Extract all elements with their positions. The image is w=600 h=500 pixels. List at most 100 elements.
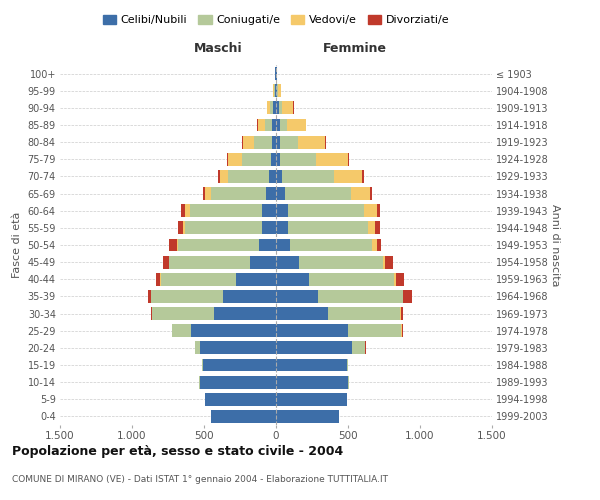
- Bar: [262, 204, 276, 217]
- Bar: [271, 153, 276, 166]
- Bar: [211, 187, 266, 200]
- Bar: [214, 307, 276, 320]
- Bar: [277, 84, 278, 97]
- Bar: [377, 238, 381, 252]
- Bar: [316, 153, 348, 166]
- Bar: [318, 290, 403, 303]
- Bar: [287, 118, 305, 132]
- Bar: [334, 170, 362, 183]
- Bar: [377, 204, 380, 217]
- Bar: [276, 290, 318, 303]
- Bar: [276, 376, 348, 388]
- Bar: [298, 136, 325, 148]
- Bar: [200, 376, 276, 388]
- Bar: [227, 153, 228, 166]
- Bar: [293, 102, 294, 114]
- Bar: [199, 376, 200, 388]
- Bar: [364, 204, 377, 217]
- Bar: [243, 136, 254, 148]
- Bar: [190, 204, 262, 217]
- Bar: [279, 102, 282, 114]
- Bar: [266, 102, 268, 114]
- Bar: [169, 256, 250, 268]
- Bar: [280, 153, 316, 166]
- Bar: [276, 256, 299, 268]
- Bar: [228, 153, 242, 166]
- Bar: [205, 187, 211, 200]
- Bar: [395, 273, 404, 285]
- Bar: [402, 324, 403, 337]
- Bar: [152, 307, 214, 320]
- Bar: [242, 153, 271, 166]
- Bar: [258, 118, 265, 132]
- Text: Femmine: Femmine: [323, 42, 387, 54]
- Bar: [236, 273, 276, 285]
- Bar: [273, 102, 276, 114]
- Bar: [287, 204, 364, 217]
- Bar: [223, 290, 276, 303]
- Bar: [305, 118, 306, 132]
- Bar: [242, 136, 243, 148]
- Bar: [273, 84, 274, 97]
- Bar: [268, 102, 270, 114]
- Bar: [169, 238, 176, 252]
- Bar: [280, 118, 287, 132]
- Bar: [191, 324, 276, 337]
- Bar: [151, 290, 223, 303]
- Bar: [376, 222, 380, 234]
- Bar: [156, 273, 160, 285]
- Bar: [280, 136, 298, 148]
- Bar: [348, 324, 401, 337]
- Bar: [220, 170, 229, 183]
- Bar: [266, 187, 276, 200]
- Bar: [276, 307, 328, 320]
- Bar: [259, 238, 276, 252]
- Bar: [365, 342, 366, 354]
- Bar: [299, 256, 383, 268]
- Bar: [196, 342, 200, 354]
- Bar: [276, 393, 347, 406]
- Bar: [276, 204, 287, 217]
- Bar: [284, 187, 351, 200]
- Bar: [276, 358, 347, 372]
- Bar: [265, 118, 272, 132]
- Bar: [276, 222, 287, 234]
- Bar: [351, 187, 370, 200]
- Bar: [401, 307, 403, 320]
- Bar: [203, 187, 205, 200]
- Bar: [385, 256, 392, 268]
- Bar: [282, 102, 293, 114]
- Text: Maschi: Maschi: [194, 42, 243, 54]
- Bar: [275, 67, 276, 80]
- Text: Popolazione per età, sesso e stato civile - 2004: Popolazione per età, sesso e stato civil…: [12, 445, 343, 458]
- Bar: [282, 170, 334, 183]
- Bar: [370, 187, 372, 200]
- Bar: [309, 273, 394, 285]
- Bar: [202, 358, 203, 372]
- Bar: [148, 290, 151, 303]
- Bar: [276, 273, 309, 285]
- Bar: [403, 290, 412, 303]
- Bar: [325, 136, 326, 148]
- Bar: [205, 393, 276, 406]
- Bar: [287, 222, 368, 234]
- Bar: [290, 238, 373, 252]
- Bar: [163, 256, 169, 268]
- Bar: [276, 170, 282, 183]
- Bar: [183, 222, 185, 234]
- Bar: [178, 222, 183, 234]
- Bar: [362, 170, 364, 183]
- Y-axis label: Anni di nascita: Anni di nascita: [550, 204, 560, 286]
- Bar: [229, 170, 269, 183]
- Bar: [172, 324, 191, 337]
- Bar: [250, 256, 276, 268]
- Bar: [276, 153, 280, 166]
- Bar: [347, 358, 348, 372]
- Bar: [383, 256, 385, 268]
- Bar: [276, 84, 277, 97]
- Bar: [348, 153, 349, 166]
- Bar: [394, 273, 395, 285]
- Bar: [272, 118, 276, 132]
- Bar: [178, 238, 259, 252]
- Bar: [352, 342, 365, 354]
